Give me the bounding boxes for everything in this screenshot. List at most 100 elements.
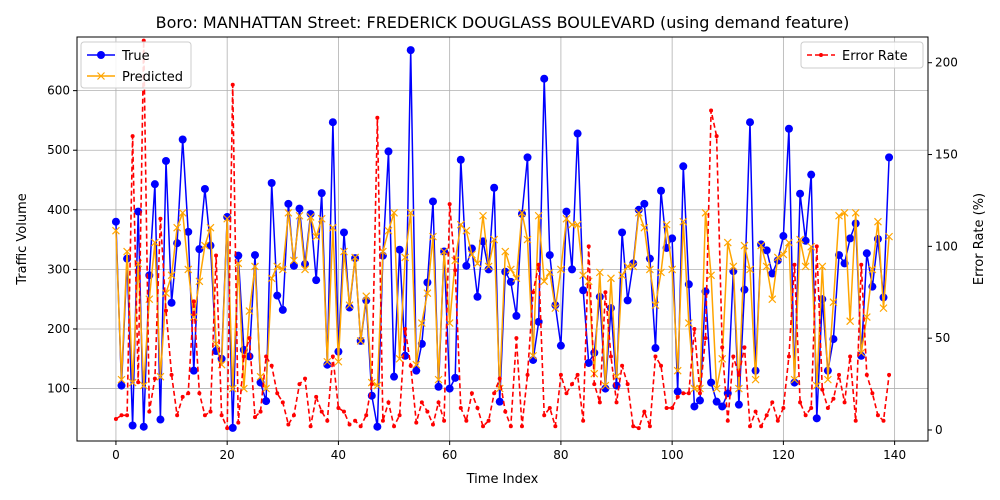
true-point bbox=[523, 153, 532, 162]
predicted-point bbox=[790, 375, 799, 384]
predicted-point bbox=[251, 262, 259, 271]
error-point bbox=[436, 400, 441, 405]
series-error-line bbox=[115, 40, 890, 430]
true-point bbox=[484, 265, 493, 274]
predicted-point bbox=[556, 265, 565, 274]
true-point bbox=[784, 124, 793, 133]
true-point bbox=[796, 189, 805, 198]
predicted-point bbox=[851, 208, 860, 217]
error-point bbox=[497, 376, 502, 381]
predicted-point bbox=[328, 223, 337, 232]
error-point bbox=[781, 405, 786, 410]
error-point bbox=[264, 354, 269, 359]
true-point bbox=[473, 292, 482, 301]
true-point bbox=[862, 249, 871, 258]
error-point bbox=[575, 372, 580, 377]
predicted-point bbox=[267, 274, 276, 283]
predicted-point bbox=[406, 208, 415, 217]
error-point bbox=[364, 413, 369, 418]
x-tick-label: 20 bbox=[220, 448, 235, 462]
predicted-point bbox=[768, 295, 777, 304]
true-point bbox=[590, 348, 599, 357]
true-point bbox=[390, 372, 399, 381]
true-point bbox=[373, 422, 382, 431]
true-point bbox=[423, 278, 432, 287]
error-point bbox=[681, 391, 686, 396]
x-tick-label: 40 bbox=[331, 448, 346, 462]
true-point bbox=[195, 245, 204, 254]
predicted-point bbox=[840, 208, 849, 217]
true-point bbox=[657, 186, 666, 195]
error-point bbox=[180, 394, 185, 399]
error-point bbox=[280, 400, 285, 405]
error-point bbox=[163, 308, 168, 313]
error-point bbox=[136, 380, 141, 385]
predicted-point bbox=[679, 217, 688, 226]
error-point bbox=[202, 413, 207, 418]
error-point bbox=[814, 244, 819, 249]
true-point bbox=[345, 303, 354, 312]
error-point bbox=[703, 336, 708, 341]
error-point bbox=[453, 268, 458, 273]
true-point bbox=[289, 261, 298, 270]
error-point bbox=[269, 363, 274, 368]
predicted-point bbox=[479, 211, 487, 220]
error-point bbox=[286, 422, 291, 427]
error-point bbox=[786, 354, 791, 359]
predicted-point bbox=[301, 265, 309, 274]
true-point bbox=[501, 267, 510, 276]
error-point bbox=[564, 391, 569, 396]
error-point bbox=[864, 372, 869, 377]
predicted-point bbox=[178, 208, 187, 217]
true-point bbox=[206, 241, 215, 250]
error-point bbox=[547, 405, 552, 410]
true-point bbox=[718, 402, 727, 411]
error-point bbox=[353, 418, 358, 423]
predicted-point bbox=[429, 232, 437, 241]
error-point bbox=[736, 372, 741, 377]
error-point bbox=[336, 405, 341, 410]
predicted-point bbox=[462, 226, 471, 235]
error-point bbox=[197, 391, 202, 396]
predicted-point bbox=[256, 372, 265, 381]
error-point bbox=[380, 418, 385, 423]
true-point bbox=[451, 373, 460, 382]
predicted-point bbox=[545, 268, 554, 277]
predicted-point bbox=[879, 304, 888, 313]
predicted-point bbox=[807, 242, 816, 251]
true-point bbox=[573, 129, 582, 138]
predicted-point bbox=[506, 265, 515, 274]
x-tick-label: 0 bbox=[112, 448, 120, 462]
error-point bbox=[870, 391, 875, 396]
error-point bbox=[236, 420, 241, 425]
true-point bbox=[284, 199, 293, 208]
error-point bbox=[553, 424, 558, 429]
predicted-point bbox=[167, 271, 176, 280]
error-point bbox=[742, 345, 747, 350]
predicted-point bbox=[223, 214, 232, 223]
error-point bbox=[125, 413, 130, 418]
predicted-point bbox=[645, 265, 654, 274]
error-point bbox=[875, 413, 880, 418]
x-tick-label: 100 bbox=[661, 448, 684, 462]
error-point bbox=[375, 115, 380, 120]
predicted-point bbox=[690, 384, 699, 393]
predicted-point bbox=[334, 357, 343, 366]
predicted-point bbox=[473, 259, 482, 268]
true-point bbox=[601, 384, 610, 393]
true-point bbox=[223, 212, 232, 221]
error-point bbox=[759, 424, 764, 429]
error-point bbox=[314, 394, 319, 399]
error-point bbox=[481, 424, 486, 429]
true-point bbox=[512, 311, 521, 320]
error-point bbox=[809, 405, 814, 410]
predicted-point bbox=[823, 375, 832, 384]
y-tick-label: 600 bbox=[47, 84, 70, 98]
true-point bbox=[150, 180, 159, 189]
y-tick-label: 500 bbox=[47, 143, 70, 157]
chart-title: Boro: MANHATTAN Street: FREDERICK DOUGLA… bbox=[156, 13, 850, 32]
true-point bbox=[645, 254, 654, 263]
predicted-point bbox=[629, 262, 638, 271]
error-point bbox=[414, 420, 419, 425]
